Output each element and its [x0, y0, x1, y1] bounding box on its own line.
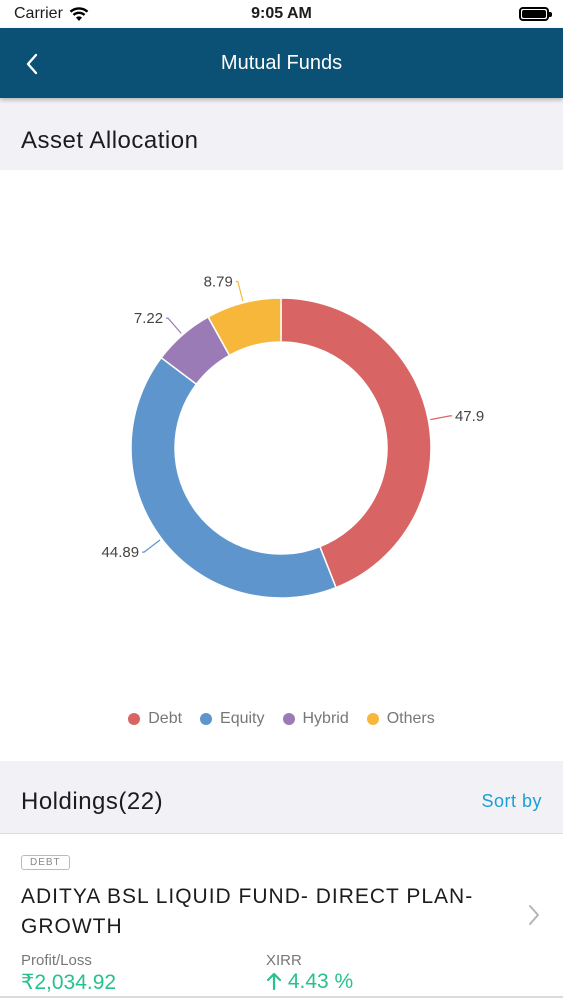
legend-label-debt: Debt: [148, 710, 183, 727]
profit-loss-value: ₹2,034.92: [21, 971, 117, 994]
carrier-group: Carrier: [14, 5, 89, 23]
legend-dot-debt: [128, 713, 141, 725]
leader-line-debt: [430, 415, 452, 421]
data-label-hybrid: 7.22: [134, 310, 163, 327]
leader-line-hybrid: [166, 317, 182, 334]
legend-item-others[interactable]: Others: [366, 710, 435, 728]
fund-name: ADITYA BSL LIQUID FUND- DIRECT PLAN-GROW…: [21, 885, 474, 938]
donut-chart: 47.9 44.89 7.22 8.79: [102, 274, 484, 599]
xirr-metric: XIRR 4.43 %: [266, 952, 511, 995]
chevron-left-icon: [26, 53, 38, 75]
battery-icon: [519, 7, 552, 21]
legend-dot-hybrid: [282, 713, 295, 725]
slice-others[interactable]: [207, 297, 282, 357]
page-title: Mutual Funds: [220, 51, 343, 74]
slice-debt[interactable]: [280, 297, 432, 589]
legend-dot-others: [366, 713, 379, 725]
holding-metrics: Profit/Loss ₹2,034.92 XIRR 4.43 %: [21, 952, 542, 995]
data-label-others: 8.79: [204, 274, 233, 291]
holding-card[interactable]: DEBT ADITYA BSL LIQUID FUND- DIRECT PLAN…: [0, 834, 563, 1000]
legend-label-equity: Equity: [220, 710, 265, 727]
nav-bar: Mutual Funds: [0, 28, 563, 98]
divider: [0, 996, 563, 998]
carrier-label: Carrier: [14, 5, 63, 22]
xirr-value-row: 4.43 %: [266, 970, 511, 994]
slice-equity[interactable]: [130, 356, 337, 599]
leader-line-others: [235, 280, 244, 302]
legend-item-debt[interactable]: Debt: [128, 710, 182, 728]
legend-label-others: Others: [386, 710, 435, 727]
leader-line-equity: [142, 539, 161, 553]
data-label-equity: 44.89: [102, 544, 140, 561]
wifi-icon: [69, 7, 89, 21]
xirr-label: XIRR: [266, 952, 302, 969]
holdings-title: Holdings(22): [21, 787, 164, 815]
category-tag: DEBT: [21, 855, 70, 870]
data-label-debt: 47.9: [455, 408, 484, 425]
asset-allocation-chart: 47.9 44.89 7.22 8.79 Debt Equity Hybrid Others: [0, 170, 563, 761]
chevron-right-icon[interactable]: [527, 904, 541, 926]
arrow-up-icon: [266, 972, 282, 991]
profit-loss-label: Profit/Loss: [21, 952, 92, 969]
legend-label-hybrid: Hybrid: [302, 710, 349, 727]
asset-allocation-header: Asset Allocation: [0, 106, 563, 176]
legend-dot-equity: [200, 713, 213, 725]
status-bar: Carrier 9:05 AM: [0, 0, 563, 28]
holdings-header: Holdings(22) Sort by: [0, 770, 563, 834]
chart-legend: Debt Equity Hybrid Others: [0, 710, 563, 728]
xirr-value: 4.43 %: [287, 970, 354, 993]
asset-allocation-title: Asset Allocation: [21, 127, 199, 154]
sort-by-button[interactable]: Sort by: [481, 791, 542, 811]
back-button[interactable]: [18, 50, 46, 78]
legend-item-equity[interactable]: Equity: [200, 710, 265, 728]
profit-loss-metric: Profit/Loss ₹2,034.92: [21, 952, 266, 995]
legend-item-hybrid[interactable]: Hybrid: [282, 710, 349, 728]
